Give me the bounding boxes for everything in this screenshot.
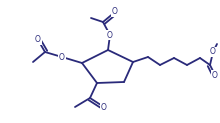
Text: O: O (101, 102, 107, 112)
Text: O: O (107, 31, 113, 39)
Text: O: O (59, 53, 65, 62)
Text: O: O (35, 36, 41, 45)
Text: O: O (212, 70, 218, 79)
Text: O: O (112, 8, 118, 16)
Text: O: O (210, 47, 216, 56)
